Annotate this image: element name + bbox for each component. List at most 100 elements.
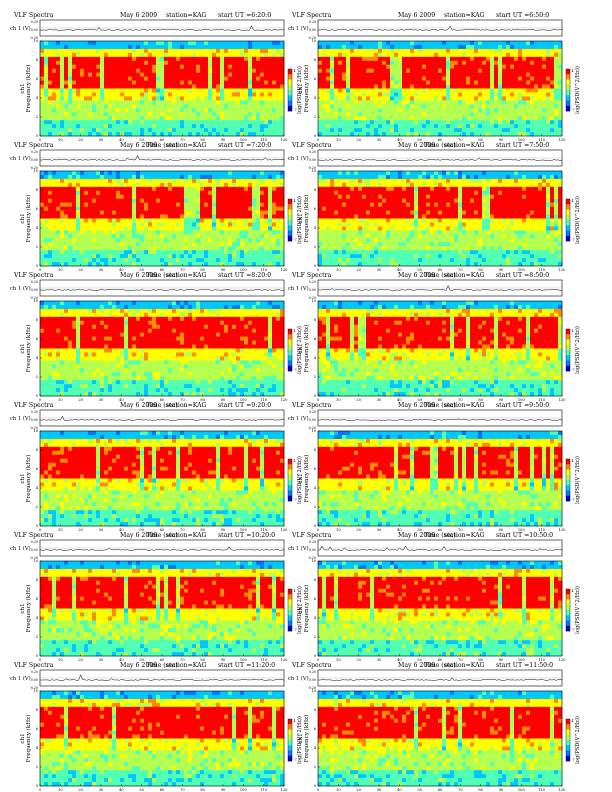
spectrogram-cell — [140, 68, 145, 73]
spectrogram-cell — [342, 108, 347, 113]
spectrogram-cell — [244, 44, 249, 50]
frequency-tick-label: 10 — [33, 39, 38, 43]
spectrogram-cell — [342, 41, 347, 46]
spectrogram-cell — [434, 124, 439, 129]
spectrogram-cell — [346, 242, 351, 247]
spectrogram-cell — [462, 92, 467, 97]
spectrogram-cell — [96, 116, 101, 121]
spectrogram-cell — [128, 64, 133, 70]
spectrogram-cell — [208, 104, 213, 109]
spectrogram-cell — [330, 218, 335, 223]
spectrogram-cell — [196, 92, 201, 97]
spectrogram-cell — [52, 108, 57, 113]
spectrogram-cell — [256, 171, 261, 176]
spectrogram-cell — [354, 48, 359, 54]
spectrogram-cell — [156, 128, 161, 133]
spectrogram-cell — [338, 238, 343, 243]
spectrogram-cell — [330, 194, 335, 200]
spectrogram-cell — [550, 84, 555, 89]
spectrogram-cell — [220, 262, 225, 267]
spectrogram-cell — [92, 120, 97, 125]
spectrogram-cell — [264, 238, 269, 243]
spectrogram-cell — [506, 84, 511, 89]
spectrogram-cell — [96, 242, 101, 247]
spectrogram-cell — [244, 242, 249, 247]
spectrogram-cell — [88, 128, 93, 133]
spectrogram-cell — [430, 108, 435, 113]
spectrogram-cell — [248, 234, 253, 239]
spectrogram-cell — [44, 88, 49, 93]
spectrogram-cell — [418, 120, 423, 125]
spectrogram-cell — [140, 226, 145, 231]
spectrogram-cell — [272, 76, 277, 81]
spectrogram-cell — [526, 132, 531, 137]
spectrogram-cell — [346, 132, 351, 137]
spectrogram-cell — [358, 92, 363, 97]
spectrogram-cell — [192, 64, 197, 70]
spectrogram-cell — [426, 132, 431, 137]
spectrogram-cell — [232, 250, 237, 255]
spectrogram-cell — [160, 44, 165, 50]
spectrogram-cell — [330, 80, 335, 85]
spectrogram-cell — [240, 108, 245, 113]
spectrogram-cell — [362, 210, 367, 215]
spectrogram-cell — [434, 104, 439, 109]
spectrogram-cell — [322, 190, 327, 196]
spectrogram-cell — [68, 178, 73, 184]
spectrogram-cell — [56, 246, 61, 251]
spectrogram-cell — [402, 120, 407, 125]
spectrogram-cell — [192, 92, 197, 97]
spectrogram-cell — [394, 88, 399, 93]
spectrogram-cell — [188, 178, 193, 184]
spectrogram-cell — [256, 246, 261, 251]
spectrogram-cell — [52, 190, 57, 196]
spectrogram-cell — [188, 88, 193, 93]
spectrogram-cell — [558, 44, 563, 50]
spectrogram-cell — [248, 242, 253, 247]
spectrogram-cell — [394, 60, 399, 66]
spectrogram-cell — [342, 242, 347, 247]
spectrogram-cell — [64, 84, 69, 89]
spectrogram-cell — [272, 56, 277, 62]
spectrogram-cell — [268, 190, 273, 196]
spectrogram-cell — [196, 84, 201, 89]
spectrogram-cell — [430, 72, 435, 77]
spectrogram-cell — [192, 52, 197, 58]
spectrogram-cell — [116, 96, 121, 101]
spectrogram-cell — [430, 128, 435, 133]
spectrogram-cell — [458, 104, 463, 109]
spectrogram-cell — [48, 41, 53, 46]
spectrogram-cell — [56, 202, 61, 207]
spectrogram-cell — [72, 116, 77, 121]
spectrogram-cell — [168, 80, 173, 85]
spectrogram-cell — [248, 100, 253, 105]
spectrogram-cell — [132, 198, 137, 203]
spectrogram-cell — [334, 178, 339, 184]
spectrogram-cell — [112, 100, 117, 105]
spectrogram-cell — [522, 112, 527, 117]
spectrogram-cell — [382, 76, 387, 81]
spectrogram-cell — [326, 104, 331, 109]
spectrogram-cell — [168, 202, 173, 207]
spectrogram-cell — [132, 88, 137, 93]
spectrogram-cell — [276, 116, 281, 121]
spectrogram-cell — [156, 96, 161, 101]
spectrogram-cell — [76, 52, 81, 58]
spectrogram-cell — [220, 171, 225, 176]
spectrogram-cell — [116, 56, 121, 62]
spectrogram-cell — [534, 76, 539, 81]
spectrogram-cell — [56, 190, 61, 196]
spectrogram-cell — [378, 56, 383, 62]
spectrogram-cell — [430, 96, 435, 101]
spectrogram-cell — [116, 186, 121, 192]
spectrogram-cell — [338, 222, 343, 227]
spectrogram-cell — [382, 108, 387, 113]
amplitude-tick-label: -0.20 — [308, 166, 316, 170]
spectrogram-cell — [510, 92, 515, 97]
spectrogram-cell — [264, 52, 269, 58]
spectrogram-cell — [438, 56, 443, 62]
spectrogram-cell — [350, 52, 355, 58]
spectrogram-cell — [156, 174, 161, 180]
spectrogram-cell — [216, 246, 221, 251]
spectrogram-cell — [164, 124, 169, 129]
